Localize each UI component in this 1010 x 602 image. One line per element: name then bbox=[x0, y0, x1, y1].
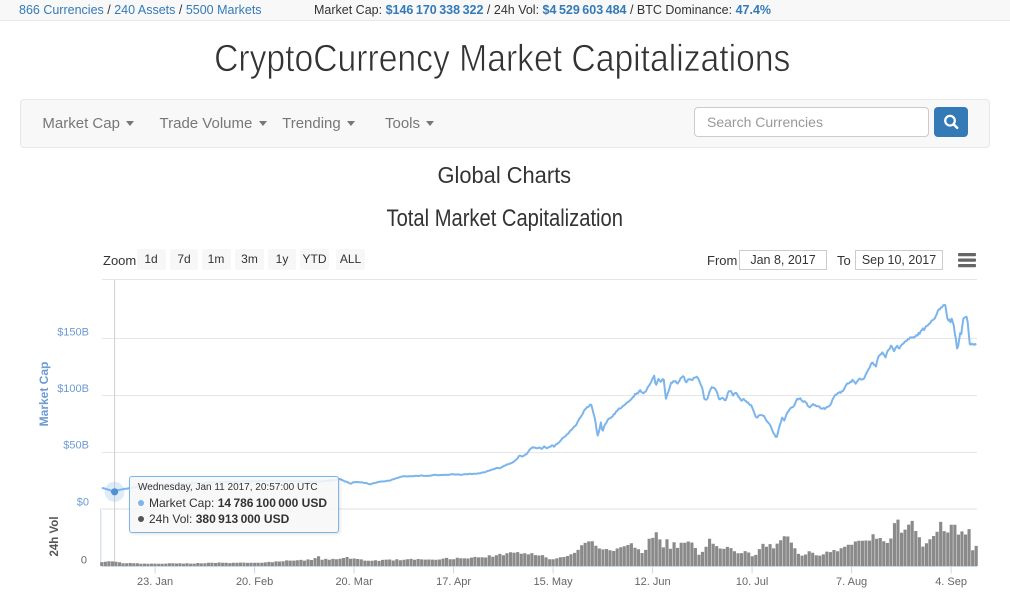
svg-text:20. Feb: 20. Feb bbox=[236, 576, 273, 588]
svg-text:$50B: $50B bbox=[63, 440, 89, 452]
svg-text:10. Jul: 10. Jul bbox=[736, 576, 768, 588]
svg-text:$0: $0 bbox=[77, 497, 89, 509]
svg-text:4. Sep: 4. Sep bbox=[935, 576, 967, 588]
svg-text:7. Aug: 7. Aug bbox=[836, 576, 867, 588]
svg-text:$100B: $100B bbox=[57, 383, 89, 395]
svg-text:24h Vol: 24h Vol bbox=[49, 516, 61, 556]
svg-text:23. Jan: 23. Jan bbox=[137, 576, 173, 588]
svg-text:$150B: $150B bbox=[57, 327, 89, 339]
svg-text:Market Cap: Market Cap bbox=[37, 362, 51, 427]
svg-text:20. Mar: 20. Mar bbox=[335, 576, 373, 588]
svg-text:12. Jun: 12. Jun bbox=[635, 576, 671, 588]
svg-text:15. May: 15. May bbox=[534, 576, 574, 588]
svg-text:17. Apr: 17. Apr bbox=[436, 576, 471, 588]
svg-text:0: 0 bbox=[81, 555, 87, 567]
